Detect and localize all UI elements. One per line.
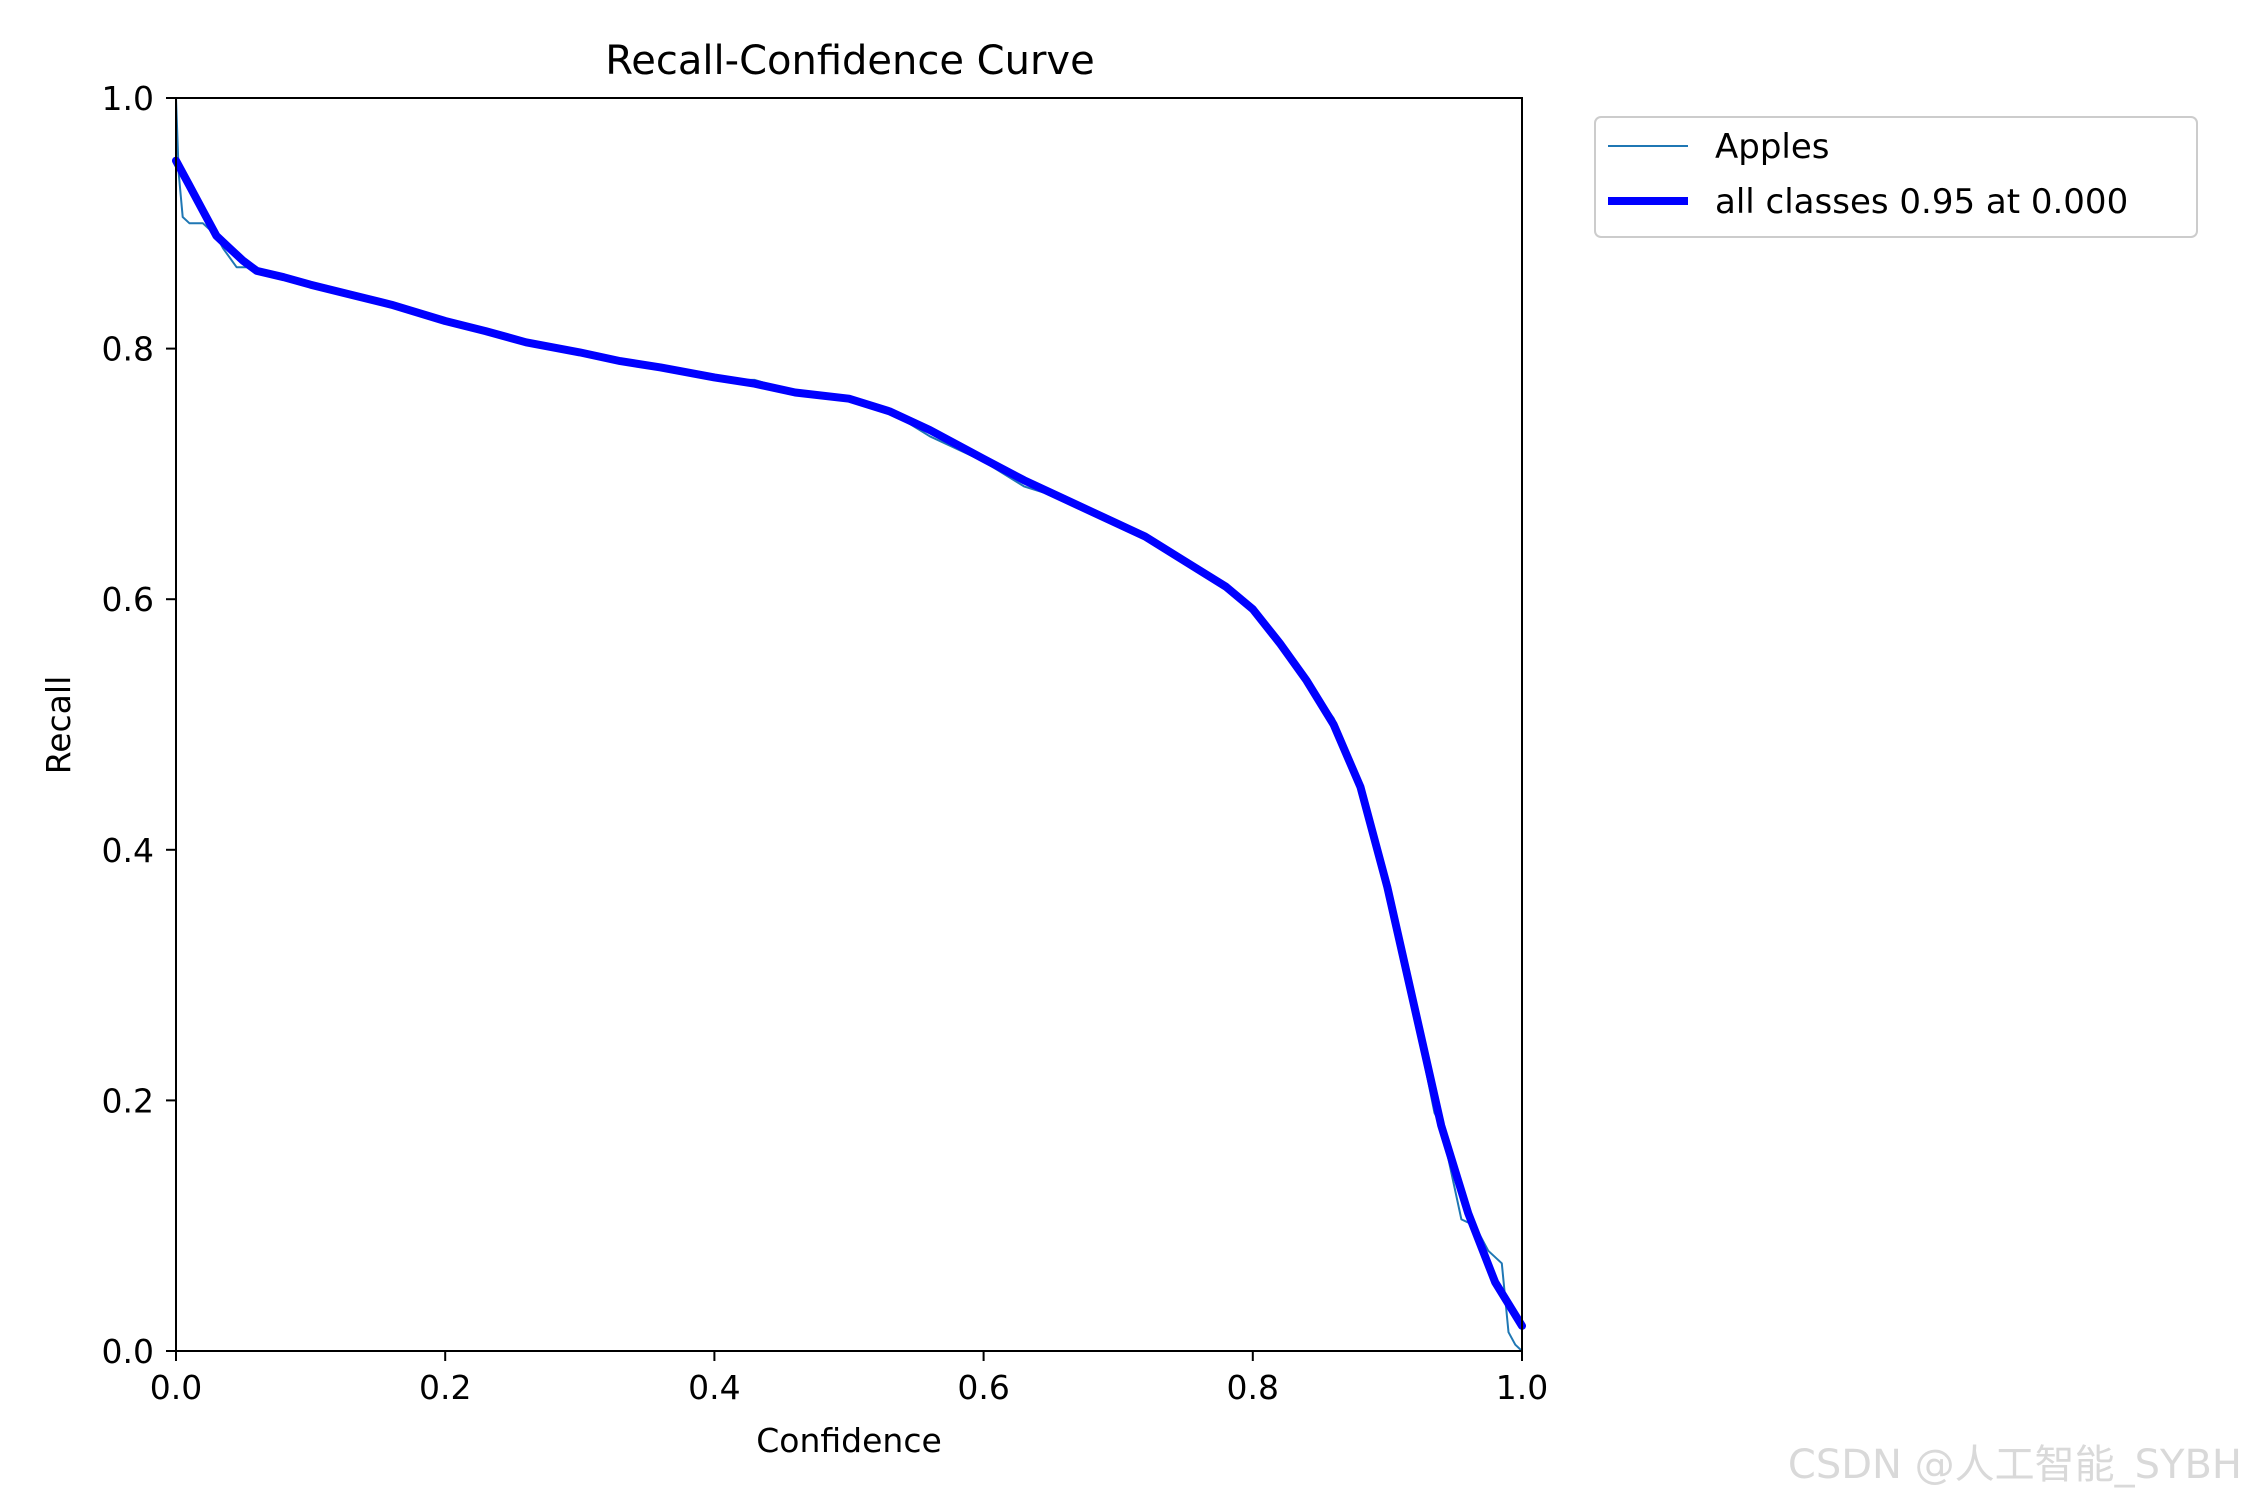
y-tick-label: 0.2 [102, 1081, 154, 1120]
y-tick-label: 0.8 [102, 330, 154, 369]
plot-frame [175, 97, 1523, 1352]
watermark-text: CSDN @人工智能_SYBH [1788, 1442, 2242, 1488]
y-tick-label: 0.6 [102, 580, 154, 619]
legend: Apples all classes 0.95 at 0.000 [1594, 116, 2198, 238]
y-axis-label: Recall [39, 676, 78, 774]
x-tick-label: 0.4 [688, 1368, 740, 1407]
x-tick-label: 0.2 [419, 1368, 471, 1407]
x-tick-label: 1.0 [1496, 1368, 1548, 1407]
x-axis-ticks: 0.0 0.2 0.4 0.6 0.8 1.0 [150, 1351, 1548, 1407]
series-line-apples [175, 97, 1523, 1352]
legend-label-apples: Apples [1715, 127, 1830, 167]
x-tick-label: 0.6 [957, 1368, 1009, 1407]
y-tick-label: 0.4 [102, 831, 154, 870]
legend-box [1594, 116, 2198, 238]
y-tick-label: 1.0 [102, 79, 154, 118]
legend-label-all-classes: all classes 0.95 at 0.000 [1715, 182, 2128, 222]
x-tick-label: 0.0 [150, 1368, 202, 1407]
y-axis-ticks: 0.0 0.2 0.4 0.6 0.8 1.0 [102, 79, 176, 1371]
series-layer [172, 97, 1526, 1352]
series-line-all-classes [172, 156, 1526, 1330]
x-tick-label: 0.8 [1227, 1368, 1279, 1407]
y-tick-label: 0.0 [102, 1332, 154, 1371]
chart-title: Recall-Confidence Curve [605, 38, 1094, 84]
plot-area [172, 97, 1526, 1352]
x-axis-label: Confidence [756, 1421, 942, 1460]
